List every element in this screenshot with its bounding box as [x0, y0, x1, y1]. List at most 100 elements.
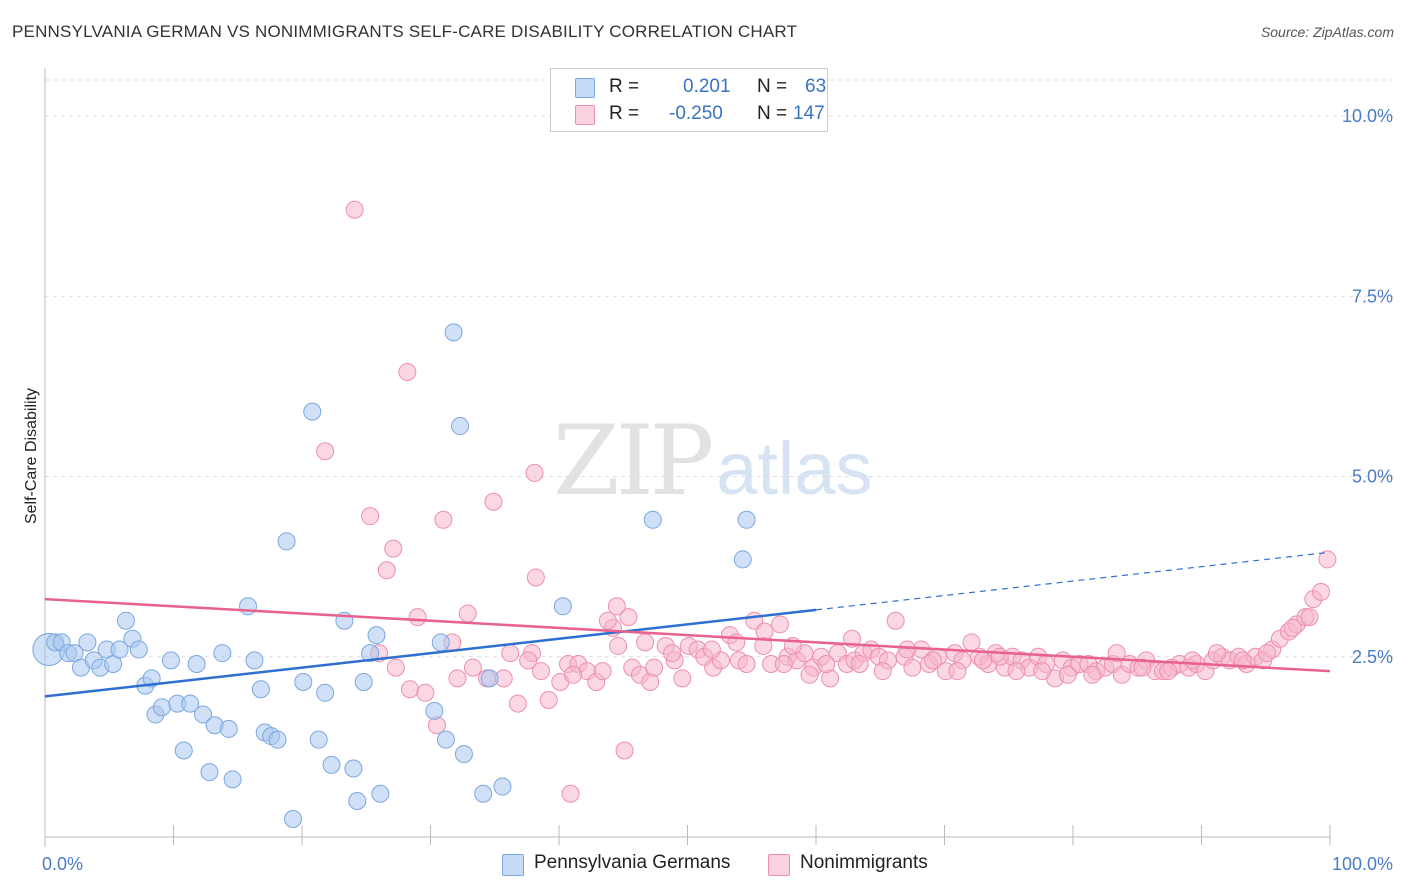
nonimmigrants-point — [448, 669, 467, 688]
nonimmigrants-point — [663, 644, 682, 663]
pennsylvania-germans-point — [436, 730, 455, 749]
nonimmigrants-point — [400, 680, 419, 699]
nonimmigrants-point — [484, 492, 503, 511]
pennsylvania-germans-point — [309, 730, 328, 749]
legend-swatch-pink — [575, 105, 595, 125]
nonimmigrants-point — [316, 442, 335, 461]
nonimmigrants-point — [850, 654, 869, 673]
pennsylvania-germans-point — [181, 694, 200, 713]
legend-n-value: 63 — [805, 76, 827, 97]
pennsylvania-germans-point — [78, 633, 97, 652]
nonimmigrants-point — [561, 784, 580, 803]
legend-r-value: -0.250 — [669, 103, 723, 124]
pennsylvania-germans-point — [219, 719, 238, 738]
pennsylvania-germans-point — [152, 698, 171, 717]
pennsylvania-germans-point — [110, 640, 129, 659]
y-tick-label: 5.0% — [1352, 467, 1393, 487]
pennsylvania-germans-point — [493, 777, 512, 796]
pennsylvania-germans-point — [116, 611, 135, 630]
tick-labels: 2.5% 5.0% 7.5% 10.0% 0.0% 100.0% — [42, 106, 1393, 874]
pennsylvania-germans-point — [480, 669, 499, 688]
pennsylvania-germans-point — [354, 672, 373, 691]
chart-title: PENNSYLVANIA GERMAN VS NONIMMIGRANTS SEL… — [12, 22, 798, 41]
legend-n-label: N = — [757, 103, 788, 124]
pennsylvania-germans-point — [367, 626, 386, 645]
nonimmigrants-point — [673, 669, 692, 688]
pennsylvania-germans-point — [194, 705, 213, 724]
bottom-legend-label: Nonimmigrants — [800, 852, 928, 873]
y-tick-label: 7.5% — [1352, 286, 1393, 306]
pennsylvania-germans-point — [737, 510, 756, 529]
pennsylvania-germans-point — [361, 644, 380, 663]
nonimmigrants-point — [898, 640, 917, 659]
legend-n-value: 147 — [793, 103, 825, 124]
legend-r-label: R = — [609, 103, 640, 124]
x-tick-label: 100.0% — [1332, 854, 1393, 874]
nonimmigrants-point — [774, 654, 793, 673]
nonimmigrants-point — [737, 654, 756, 673]
pennsylvania-germans-point — [371, 784, 390, 803]
pennsylvania-germans-point — [451, 417, 470, 436]
pennsylvania-germans-point — [316, 683, 335, 702]
x-tick-label: 0.0% — [42, 854, 83, 874]
nonimmigrants-point — [525, 463, 544, 482]
bottom-legend-swatch-pink — [768, 854, 790, 876]
pennsylvania-germans-point — [187, 654, 206, 673]
legend-r-label: R = — [609, 76, 640, 97]
pennsylvania-germans-point — [239, 597, 258, 616]
series-nonimmigrants — [316, 200, 1337, 803]
nonimmigrants-point — [636, 633, 655, 652]
pennsylvania-germans-point — [474, 784, 493, 803]
nonimmigrants-point — [526, 568, 545, 587]
nonimmigrants-point — [532, 662, 551, 681]
nonimmigrants-point — [1159, 662, 1178, 681]
grid — [45, 79, 1395, 658]
pennsylvania-germans-point — [142, 669, 161, 688]
pennsylvania-germans-point — [174, 741, 193, 760]
nonimmigrants-point — [974, 651, 993, 670]
nonimmigrants-point — [755, 622, 774, 641]
nonimmigrants-point — [501, 644, 520, 663]
pennsylvania-germans-point — [294, 672, 313, 691]
watermark: ZIPatlas — [553, 405, 873, 517]
nonimmigrants-point — [645, 658, 664, 677]
nonimmigrants-point — [408, 608, 427, 627]
nonimmigrants-point — [1107, 644, 1126, 663]
bottom-legend-label: Pennsylvania Germans — [534, 852, 731, 873]
pennsylvania-germans-trend-extension — [815, 551, 1331, 611]
nonimmigrants-point — [519, 651, 538, 670]
pennsylvania-germans-point — [284, 809, 303, 828]
pennsylvania-germans-point — [733, 550, 752, 569]
pennsylvania-germans-point — [425, 701, 444, 720]
nonimmigrants-point — [361, 507, 380, 526]
nonimmigrants-point — [990, 647, 1009, 666]
nonimmigrants-point — [398, 362, 417, 381]
nonimmigrants-point — [593, 662, 612, 681]
legend-n-label: N = — [757, 76, 788, 97]
nonimmigrants-point — [434, 510, 453, 529]
nonimmigrants-point — [1283, 618, 1302, 637]
nonimmigrants-point — [1233, 651, 1252, 670]
y-tick-label: 10.0% — [1342, 106, 1393, 126]
bottom-legend-swatch-blue — [502, 854, 524, 876]
nonimmigrants-point — [458, 604, 477, 623]
pennsylvania-germans-point — [251, 680, 270, 699]
nonimmigrants-point — [817, 654, 836, 673]
nonimmigrants-point — [1183, 651, 1202, 670]
watermark-atlas: atlas — [716, 427, 873, 510]
pennsylvania-germans-point — [223, 770, 242, 789]
nonimmigrants-point — [702, 640, 721, 659]
nonimmigrants-point — [1083, 665, 1102, 684]
nonimmigrants-point — [508, 694, 527, 713]
pennsylvania-germans-point — [643, 510, 662, 529]
nonimmigrants-point — [386, 658, 405, 677]
nonimmigrants-point — [771, 615, 790, 634]
nonimmigrants-point — [1033, 662, 1052, 681]
nonimmigrants-point — [463, 658, 482, 677]
pennsylvania-germans-point — [344, 759, 363, 778]
pennsylvania-germans-point — [245, 651, 264, 670]
nonimmigrants-point — [1058, 665, 1077, 684]
nonimmigrants-point — [564, 665, 583, 684]
nonimmigrants-point — [615, 741, 634, 760]
